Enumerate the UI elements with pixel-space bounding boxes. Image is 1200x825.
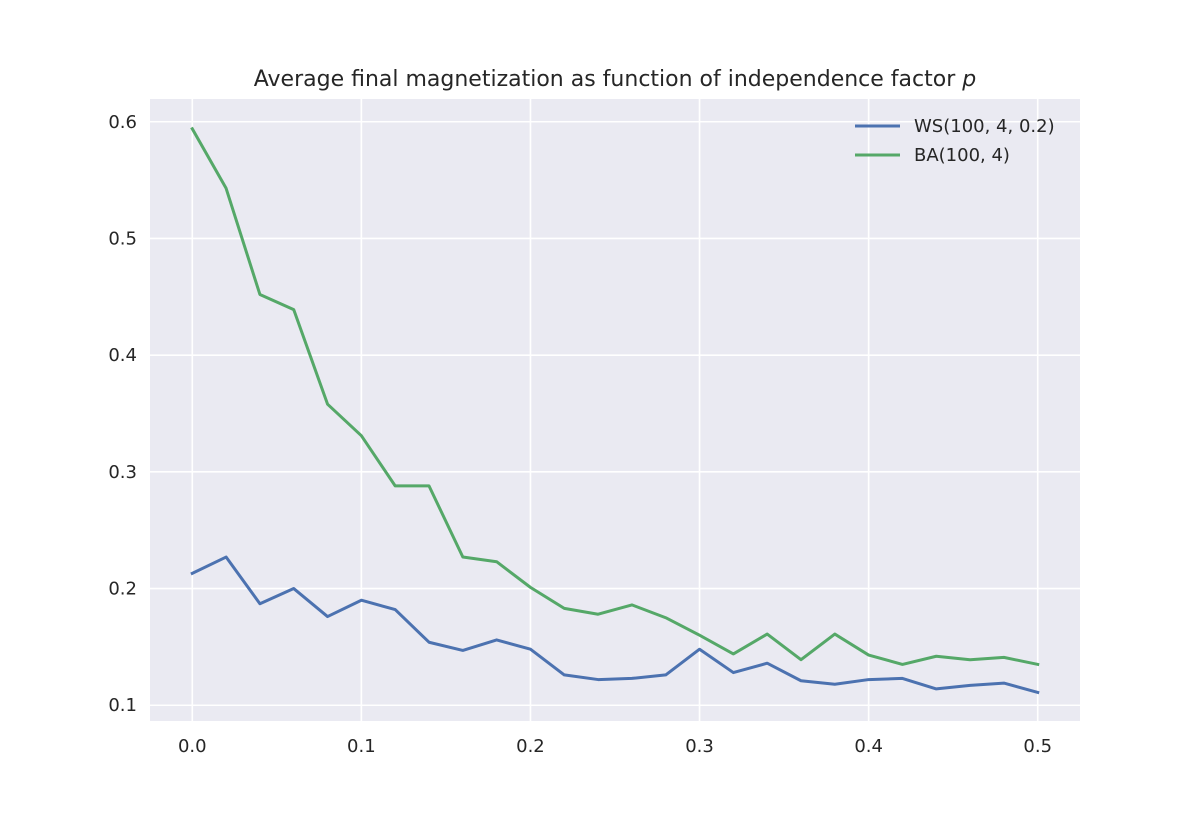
x-tick-label: 0.5 — [1023, 736, 1052, 757]
series-line-2 — [190, 126, 1040, 667]
chart-title-text: Average final magnetization as function … — [254, 67, 956, 92]
x-tick-label: 0.3 — [685, 736, 714, 757]
x-tick-label: 0.1 — [347, 736, 376, 757]
x-tick-labels: 0.0 0.1 0.2 0.3 0.4 0.5 — [178, 736, 1052, 757]
y-tick-label: 0.5 — [108, 228, 137, 249]
y-tick-label: 0.1 — [108, 695, 137, 716]
x-tick-label: 0.2 — [516, 736, 545, 757]
x-tick-label: 0.4 — [854, 736, 883, 757]
y-grid — [150, 120, 1080, 707]
plot-area — [150, 99, 1080, 721]
chart-title-variable: p — [961, 67, 976, 92]
y-tick-labels: 0.1 0.2 0.3 0.4 0.5 0.6 — [108, 112, 137, 716]
chart-title: Average final magnetization as function … — [254, 67, 976, 92]
x-grid — [191, 99, 1039, 721]
y-tick-label: 0.4 — [108, 345, 137, 366]
x-tick-label: 0.0 — [178, 736, 207, 757]
y-tick-label: 0.2 — [108, 579, 137, 600]
series-layer — [190, 126, 1040, 695]
legend-label-1: WS(100, 4, 0.2) — [914, 116, 1055, 137]
legend-label-2: BA(100, 4) — [914, 145, 1010, 166]
y-tick-label: 0.3 — [108, 462, 137, 483]
legend: WS(100, 4, 0.2) BA(100, 4) — [855, 116, 1055, 166]
y-tick-label: 0.6 — [108, 112, 137, 133]
series-line-1 — [190, 555, 1040, 695]
